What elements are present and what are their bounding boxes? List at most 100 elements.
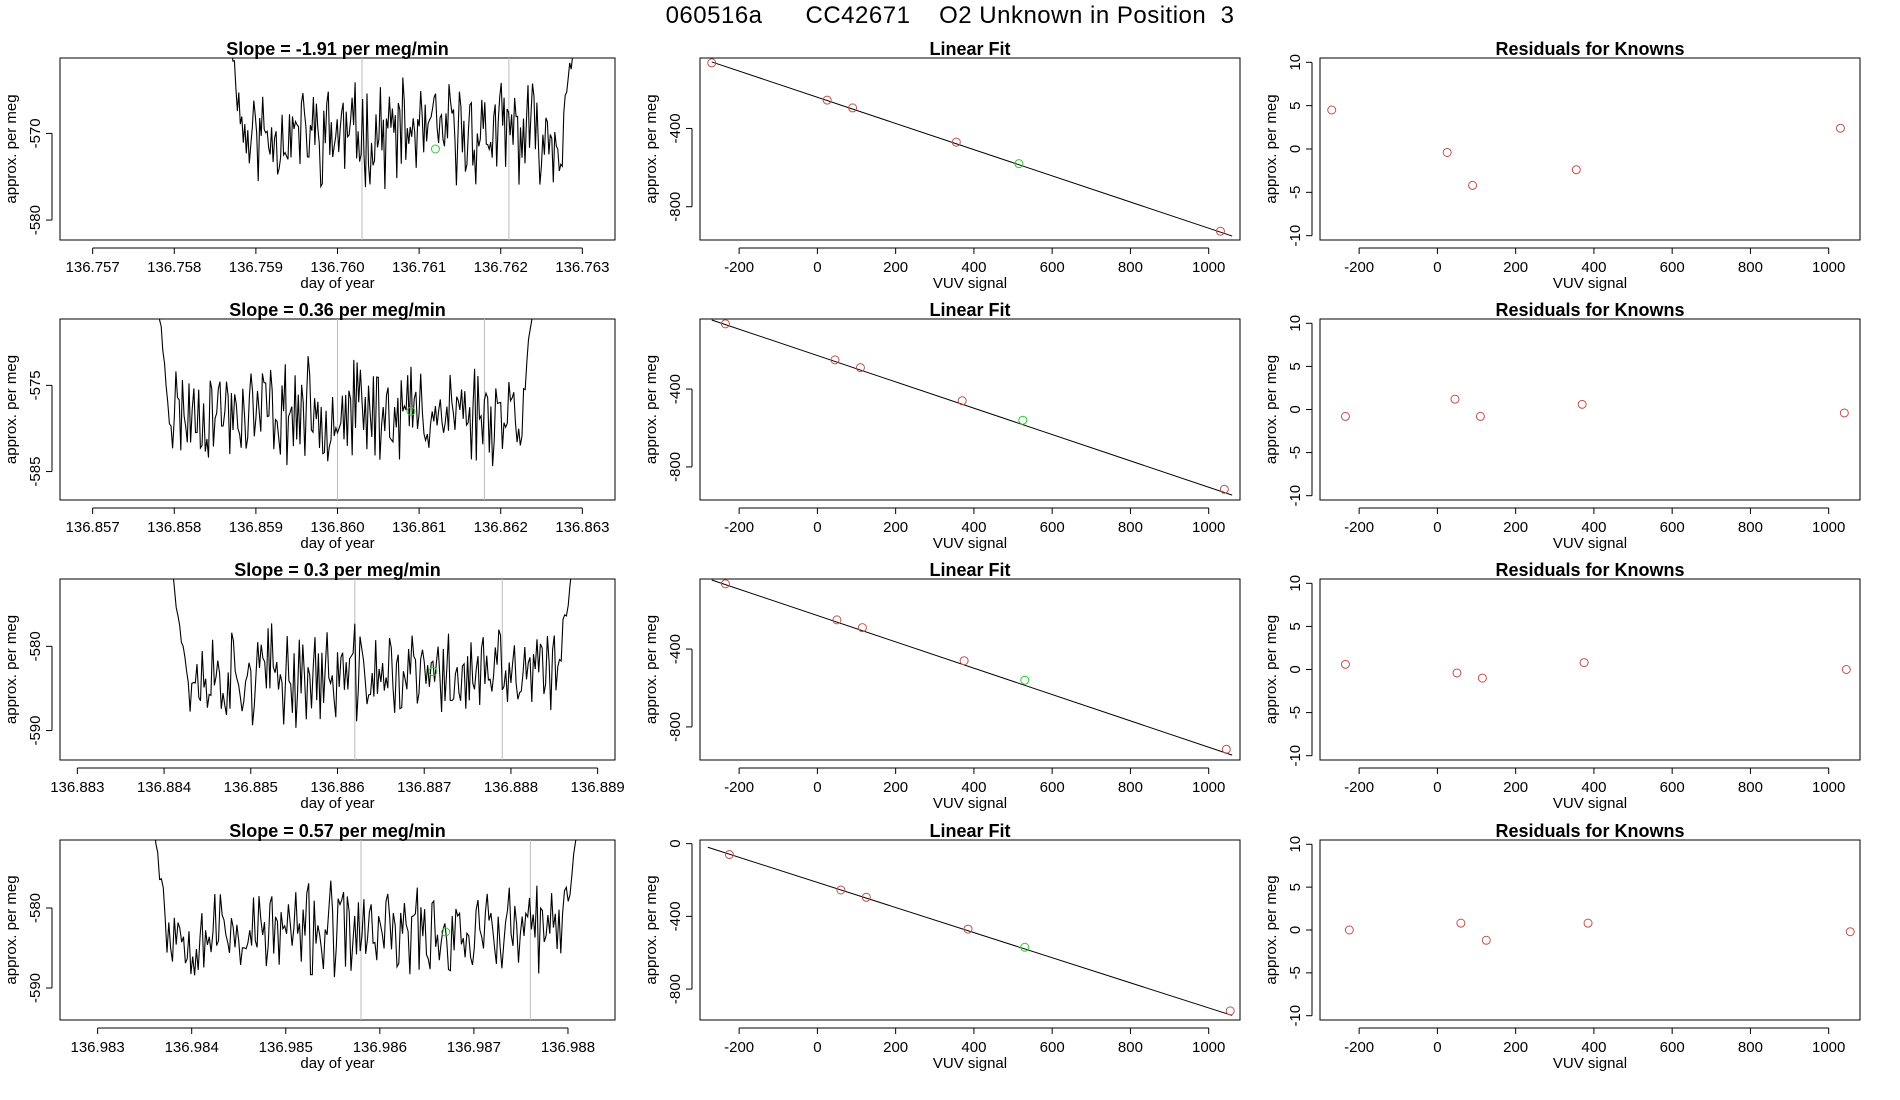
x-tick-label: 0 bbox=[813, 779, 821, 796]
residual-point bbox=[1481, 935, 1491, 945]
y-tick-label: 5 bbox=[1287, 101, 1304, 109]
residual-point bbox=[1477, 673, 1487, 683]
x-tick-label: 136.886 bbox=[310, 779, 364, 796]
residual-point bbox=[1456, 918, 1466, 928]
panel-linear-fit-row-4: -200 0 200 400 600 800 1000 0 -400 -800 approx. pe… bbox=[643, 821, 1241, 1072]
x-tick-label: 136.985 bbox=[259, 1039, 313, 1056]
x-tick-label: 600 bbox=[1040, 1039, 1065, 1056]
unknown-mean-point bbox=[428, 667, 438, 677]
x-tick-label: 800 bbox=[1118, 259, 1143, 276]
x-tick-label: 136.883 bbox=[50, 779, 104, 796]
residual-point bbox=[1468, 180, 1478, 190]
known-point bbox=[1221, 744, 1231, 754]
x-tick-label: -200 bbox=[1344, 259, 1374, 276]
x-tick-label: 200 bbox=[883, 779, 908, 796]
x-tick-label: 200 bbox=[1503, 1039, 1528, 1056]
x-tick-label: 600 bbox=[1040, 259, 1065, 276]
x-tick-label: 0 bbox=[813, 1039, 821, 1056]
panel-residuals-row-4: -200 0 200 400 600 800 1000 10 5 0 -5 -10 approx. pe… bbox=[1263, 821, 1861, 1072]
x-axis-title: VUV signal bbox=[933, 795, 1007, 812]
x-tick-label: 136.859 bbox=[229, 519, 283, 536]
x-tick-label: 1000 bbox=[1812, 1039, 1845, 1056]
y-tick-label: 0 bbox=[1287, 926, 1304, 934]
x-tick-label: 1000 bbox=[1812, 519, 1845, 536]
y-tick-label: -585 bbox=[27, 457, 44, 487]
y-axis-title: approx. per meg bbox=[643, 355, 660, 464]
plot-frame bbox=[59, 57, 616, 241]
y-tick-label: -580 bbox=[27, 631, 44, 661]
x-axis-title: VUV signal bbox=[933, 535, 1007, 552]
x-tick-label: 136.762 bbox=[474, 259, 528, 276]
x-tick-label: 200 bbox=[883, 1039, 908, 1056]
residual-point bbox=[1835, 123, 1845, 133]
known-point bbox=[832, 615, 842, 625]
x-tick-label: 136.861 bbox=[392, 519, 446, 536]
x-tick-label: 1000 bbox=[1192, 1039, 1225, 1056]
y-tick-label: 10 bbox=[1287, 54, 1304, 71]
known-point bbox=[951, 137, 961, 147]
x-tick-label: 200 bbox=[883, 259, 908, 276]
x-tick-label: 136.987 bbox=[447, 1039, 501, 1056]
x-tick-label: 136.863 bbox=[555, 519, 609, 536]
signal-trace bbox=[172, 579, 572, 728]
panel-title: Slope = 0.36 per meg/min bbox=[229, 300, 446, 320]
x-tick-label: 136.857 bbox=[66, 519, 120, 536]
plot-frame bbox=[699, 839, 1241, 1021]
residual-point bbox=[1577, 399, 1587, 409]
y-tick-label: 10 bbox=[1287, 315, 1304, 332]
panel-time-series-row-3: 136.883 136.884 136.885 136.886 136.887 136.8… bbox=[3, 560, 625, 812]
x-axis-title: VUV signal bbox=[933, 1055, 1007, 1072]
known-point bbox=[959, 656, 969, 666]
x-tick-label: 136.984 bbox=[165, 1039, 219, 1056]
y-tick-label: -580 bbox=[27, 893, 44, 923]
x-tick-label: 400 bbox=[961, 779, 986, 796]
panel-residuals-row-2: -200 0 200 400 600 800 1000 10 5 0 -5 -10 approx. pe… bbox=[1263, 300, 1861, 552]
panel-linear-fit-row-3: -200 0 200 400 600 800 1000 -400 -800 approx. per… bbox=[643, 560, 1241, 812]
x-tick-label: 0 bbox=[1433, 519, 1441, 536]
y-tick-label: -800 bbox=[667, 712, 684, 742]
x-axis-title: VUV signal bbox=[933, 275, 1007, 292]
panel-time-series-row-1: 136.757 136.758 136.759 136.760 136.761 136.7… bbox=[3, 39, 616, 292]
y-tick-label: -575 bbox=[27, 370, 44, 400]
y-tick-label: -800 bbox=[667, 192, 684, 222]
x-tick-label: 800 bbox=[1118, 1039, 1143, 1056]
residual-point bbox=[1583, 918, 1593, 928]
known-point bbox=[857, 623, 867, 633]
y-tick-label: 5 bbox=[1287, 622, 1304, 630]
y-axis-title: approx. per meg bbox=[1263, 875, 1280, 984]
panel-residuals-row-3: -200 0 200 400 600 800 1000 10 5 0 -5 -10 approx. pe… bbox=[1263, 560, 1861, 812]
x-axis-title: day of year bbox=[300, 275, 374, 292]
y-tick-label: -5 bbox=[1287, 186, 1304, 199]
x-axis-title: VUV signal bbox=[1553, 795, 1627, 812]
x-tick-label: 600 bbox=[1040, 519, 1065, 536]
residual-point bbox=[1442, 147, 1452, 157]
y-axis-title: approx. per meg bbox=[3, 875, 20, 984]
x-tick-label: 400 bbox=[1581, 519, 1606, 536]
y-axis-title: approx. per meg bbox=[3, 615, 20, 724]
panel-residuals-row-1: -200 0 200 400 600 800 1000 10 5 0 -5 -10 approx. pe… bbox=[1263, 39, 1861, 292]
plot-frame bbox=[59, 578, 616, 761]
x-axis-title: VUV signal bbox=[1553, 275, 1627, 292]
y-tick-label: -400 bbox=[667, 901, 684, 931]
residual-point bbox=[1839, 408, 1849, 418]
unknown-point bbox=[1014, 159, 1024, 169]
known-point bbox=[1215, 226, 1225, 236]
residual-point bbox=[1340, 411, 1350, 421]
plot-frame bbox=[1319, 318, 1861, 501]
panel-title: Residuals for Knowns bbox=[1495, 821, 1684, 841]
y-tick-label: 10 bbox=[1287, 575, 1304, 592]
y-tick-label: -800 bbox=[667, 974, 684, 1004]
plot-frame bbox=[699, 578, 1241, 761]
x-tick-label: 1000 bbox=[1192, 519, 1225, 536]
fit-line bbox=[711, 319, 1233, 496]
x-tick-label: 600 bbox=[1660, 1039, 1685, 1056]
known-point bbox=[963, 924, 973, 934]
x-tick-label: 800 bbox=[1738, 1039, 1763, 1056]
x-tick-label: 400 bbox=[961, 259, 986, 276]
known-point bbox=[707, 58, 717, 68]
known-point bbox=[822, 95, 832, 105]
x-tick-label: -200 bbox=[1344, 519, 1374, 536]
panel-title: Residuals for Knowns bbox=[1495, 300, 1684, 320]
x-tick-label: 800 bbox=[1118, 779, 1143, 796]
